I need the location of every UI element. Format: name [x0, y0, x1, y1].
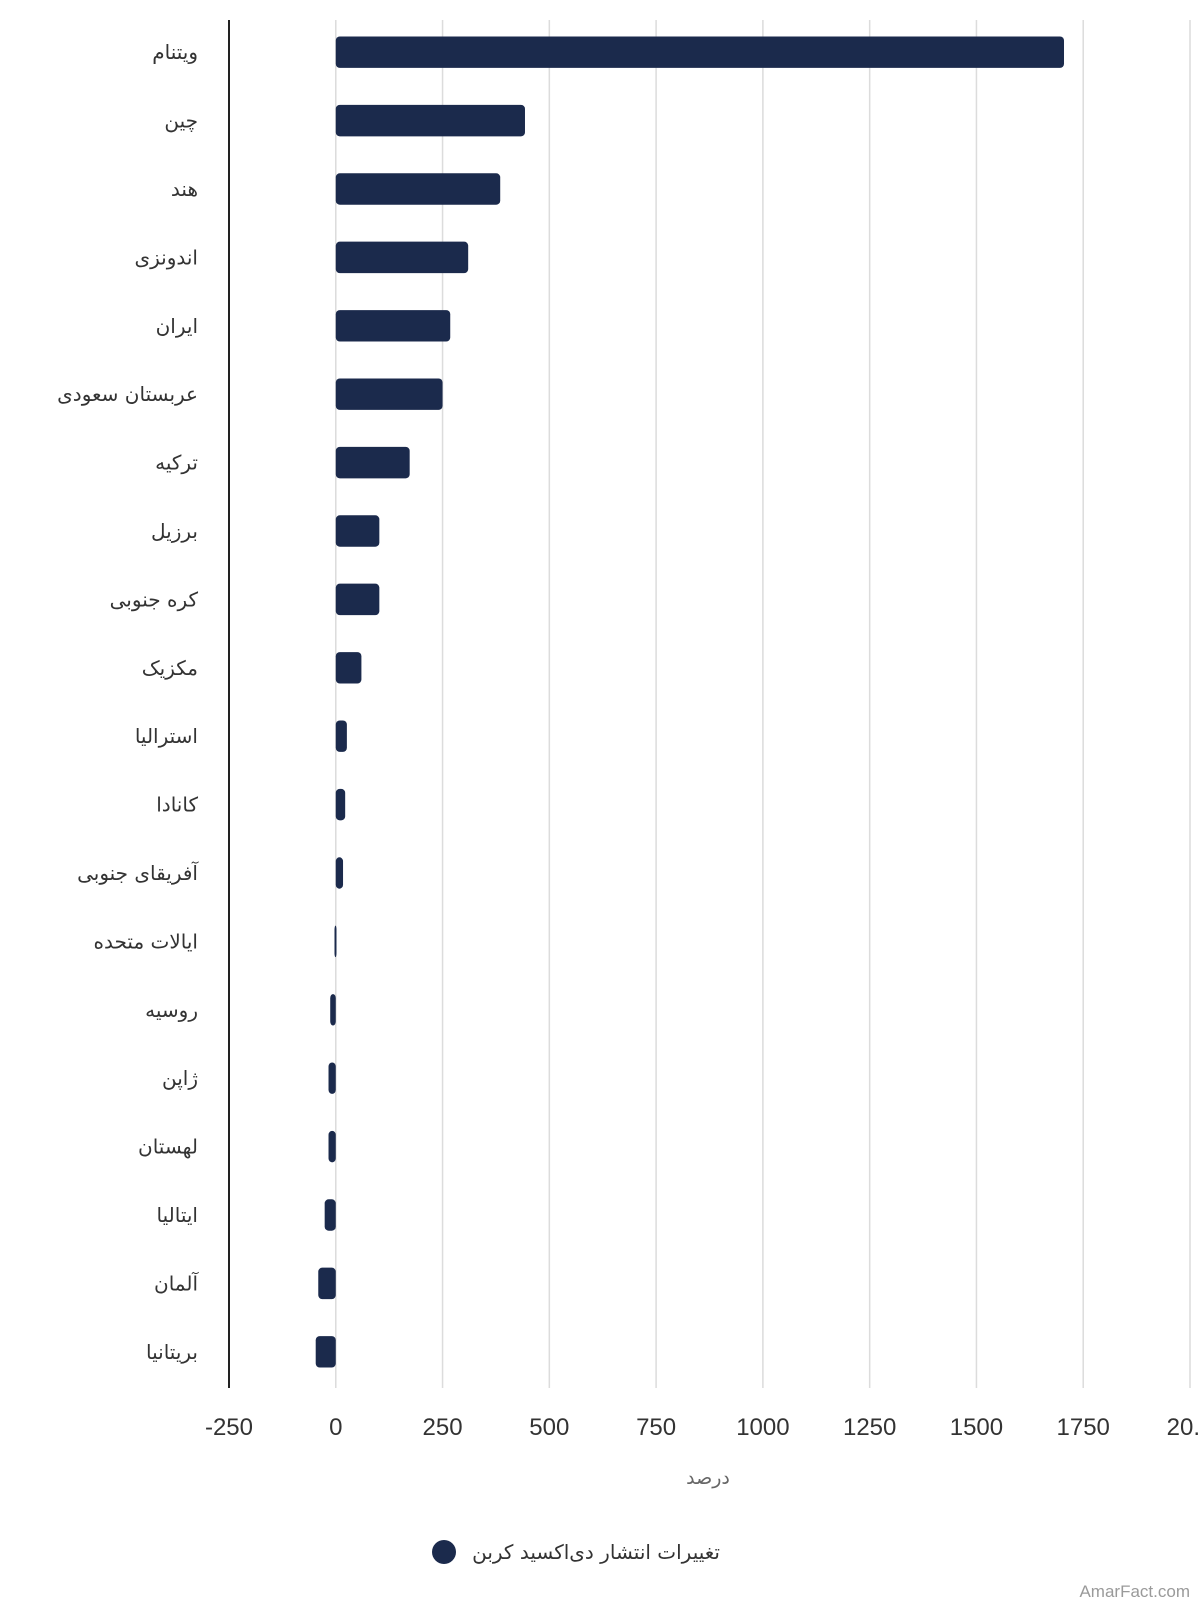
category-label: لهستان [138, 1135, 198, 1159]
legend-marker [432, 1540, 456, 1564]
watermark: AmarFact.com [1079, 1582, 1190, 1600]
category-label: ایران [156, 314, 198, 338]
x-tick-label: -250 [205, 1414, 253, 1441]
bar[interactable] [335, 652, 362, 684]
x-tick-label: 750 [636, 1414, 676, 1441]
category-label: ایتالیا [157, 1203, 198, 1227]
bar[interactable] [335, 104, 525, 137]
bar[interactable] [335, 310, 451, 342]
x-tick-label: 1000 [736, 1414, 789, 1441]
x-tick-label: 500 [529, 1414, 569, 1441]
category-label: عربستان سعودی [57, 382, 198, 406]
bar[interactable] [335, 515, 380, 547]
x-tick-label: 250 [423, 1414, 463, 1441]
x-axis-title: درصد [686, 1467, 730, 1489]
x-tick-label: 1500 [950, 1414, 1003, 1441]
x-tick-label: 20... [1167, 1414, 1200, 1441]
x-tick-label: 1750 [1057, 1414, 1110, 1441]
legend[interactable]: تغییرات انتشار دی‌اکسید کربن [432, 1540, 720, 1564]
legend-label: تغییرات انتشار دی‌اکسید کربن [472, 1540, 720, 1564]
bar[interactable] [328, 1062, 336, 1094]
bar[interactable] [328, 1130, 336, 1163]
category-label: اندونزی [134, 245, 198, 269]
category-label: بریتانیا [146, 1340, 198, 1364]
category-label: هند [171, 177, 198, 201]
bar[interactable] [335, 241, 469, 274]
bar[interactable] [335, 173, 501, 205]
x-tick-labels: -250 0 250 500 750 1000 1250 1500 1750 20... [205, 1414, 1200, 1441]
category-label: ژاپن [162, 1066, 198, 1091]
bar[interactable] [335, 36, 1065, 68]
category-label: برزیل [151, 519, 198, 543]
bars [315, 36, 1065, 1368]
bar[interactable] [335, 720, 347, 752]
category-label: استرالیا [135, 724, 198, 748]
category-labels: ویتنام چین هند اندونزی ایران عربستان سعودی ترک… [57, 40, 199, 1364]
bar[interactable] [335, 446, 410, 479]
category-label: آفریقای جنوبی [77, 860, 199, 885]
x-tick-label: 0 [329, 1414, 342, 1441]
bar[interactable] [334, 925, 337, 958]
category-label: کانادا [156, 793, 198, 817]
bar[interactable] [335, 857, 344, 889]
bar[interactable] [330, 994, 336, 1026]
gridlines [335, 20, 1191, 1388]
bar[interactable] [335, 788, 346, 821]
bar[interactable] [318, 1267, 336, 1300]
category-label: ترکیه [155, 451, 198, 475]
category-label: ویتنام [152, 40, 198, 64]
x-tick-label: 1250 [843, 1414, 896, 1441]
bar[interactable] [324, 1199, 336, 1231]
bar[interactable] [315, 1336, 336, 1368]
category-label: ایالات متحده [94, 929, 198, 953]
bar[interactable] [335, 378, 443, 410]
category-label: چین [164, 109, 198, 133]
bar[interactable] [335, 583, 380, 616]
category-label: روسیه [145, 998, 198, 1022]
category-label: آلمان [154, 1270, 199, 1295]
category-label: مکزیک [142, 656, 198, 680]
category-label: کره جنوبی [110, 587, 199, 611]
